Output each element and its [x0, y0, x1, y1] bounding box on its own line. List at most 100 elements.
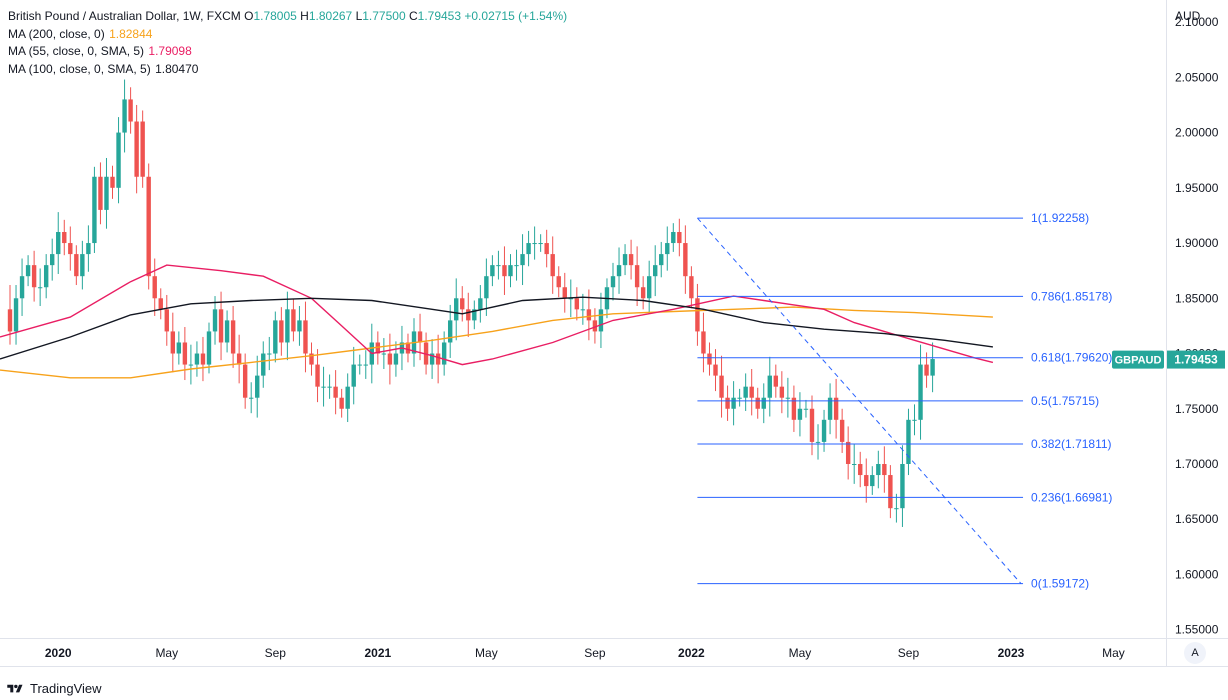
- y-tick-label: 1.95000: [1175, 181, 1219, 195]
- candle-body: [797, 408, 803, 420]
- candle-body: [152, 276, 157, 299]
- candle: [188, 344, 194, 385]
- candle: [472, 300, 477, 330]
- candle-body: [719, 375, 724, 398]
- candle: [454, 278, 459, 341]
- candle: [122, 79, 127, 153]
- candle: [683, 225, 688, 294]
- symbol-tag-label: GBPAUD: [1115, 355, 1162, 367]
- candle-body: [297, 320, 302, 332]
- candle-body: [31, 265, 37, 288]
- candle-body: [562, 287, 567, 299]
- auto-scale-button[interactable]: A: [1184, 642, 1206, 664]
- candle: [906, 408, 911, 476]
- candle-body: [417, 331, 423, 343]
- ma-200-label: MA (200, close, 0): [8, 26, 105, 41]
- candle: [725, 385, 730, 421]
- candle-body: [622, 254, 628, 266]
- candle: [170, 312, 176, 373]
- candle-body: [13, 298, 19, 332]
- candle-body: [164, 309, 169, 332]
- symbol-tag-bg: [1112, 350, 1164, 369]
- legend-ma-100[interactable]: MA (100, close, 0, SMA, 5) 1.80470: [8, 61, 567, 79]
- candle-body: [556, 276, 561, 288]
- candle-body: [140, 121, 145, 177]
- x-tick-label: 2023: [998, 646, 1025, 660]
- legend-ma-200[interactable]: MA (200, close, 0) 1.82844: [8, 26, 567, 44]
- candle: [447, 304, 453, 358]
- candle-body: [616, 265, 622, 277]
- candle-body: [387, 353, 393, 365]
- x-tick-label: 2020: [45, 646, 72, 660]
- candle-body: [502, 265, 507, 277]
- candle: [375, 331, 381, 365]
- candle-body: [393, 353, 399, 365]
- candle: [98, 162, 103, 225]
- candle: [532, 226, 537, 260]
- candle: [803, 399, 809, 418]
- candle: [653, 245, 658, 297]
- candle: [37, 268, 43, 307]
- candle-body: [176, 342, 182, 354]
- candle-body: [441, 342, 447, 365]
- candle: [140, 110, 145, 188]
- candle: [309, 342, 314, 376]
- candle-body: [532, 243, 537, 245]
- candle: [791, 385, 797, 432]
- candle-body: [888, 475, 893, 509]
- candle: [339, 388, 344, 418]
- candle-body: [255, 375, 260, 398]
- candle: [665, 226, 670, 271]
- candle-body: [900, 464, 905, 509]
- tradingview-branding[interactable]: TradingView: [6, 681, 102, 696]
- candle: [176, 331, 182, 365]
- candle: [646, 260, 652, 314]
- candle: [357, 354, 362, 375]
- candle-body: [496, 265, 501, 267]
- candle-body: [845, 441, 851, 464]
- fibonacci-retracement: 1(1.92258) 0.786(1.85178) 0.618(1.79620) 0.…: [697, 211, 1112, 591]
- candle: [610, 262, 616, 301]
- candle-body: [339, 397, 344, 409]
- candle-body: [128, 99, 133, 122]
- candle-body: [405, 342, 411, 354]
- candle-body: [526, 243, 531, 255]
- candle: [924, 352, 929, 388]
- candle: [19, 258, 25, 316]
- candle-body: [98, 176, 103, 210]
- candle: [634, 246, 640, 307]
- candle-body: [737, 397, 742, 399]
- legend-ma-55[interactable]: MA (55, close, 0, SMA, 5) 1.79098: [8, 43, 567, 61]
- candle-body: [731, 397, 736, 409]
- candle-body: [321, 386, 326, 388]
- candle-body: [882, 464, 887, 476]
- candle-body: [689, 276, 694, 299]
- candle-body: [592, 320, 598, 332]
- candle: [315, 349, 320, 403]
- candle: [387, 333, 393, 385]
- candle: [876, 450, 881, 489]
- candle: [80, 240, 85, 290]
- candles: [7, 79, 935, 527]
- candle-body: [713, 364, 718, 376]
- candle-body: [43, 265, 49, 288]
- candle: [689, 266, 694, 309]
- candle-body: [508, 265, 513, 277]
- candle: [918, 344, 923, 440]
- candle-body: [852, 464, 857, 465]
- candle-body: [279, 320, 284, 343]
- candle: [827, 383, 833, 435]
- legend-symbol: British Pound / Australian Dollar, 1W, F…: [8, 9, 241, 23]
- candle: [671, 223, 676, 252]
- candle-body: [598, 309, 604, 332]
- candle-body: [538, 243, 543, 245]
- candle: [580, 293, 586, 325]
- candle-body: [170, 331, 176, 354]
- candle: [731, 381, 736, 426]
- candle: [864, 458, 869, 503]
- ohlc-key-o: O: [244, 9, 254, 23]
- candle-body: [273, 320, 278, 354]
- candle: [520, 234, 525, 286]
- candle-body: [236, 353, 242, 365]
